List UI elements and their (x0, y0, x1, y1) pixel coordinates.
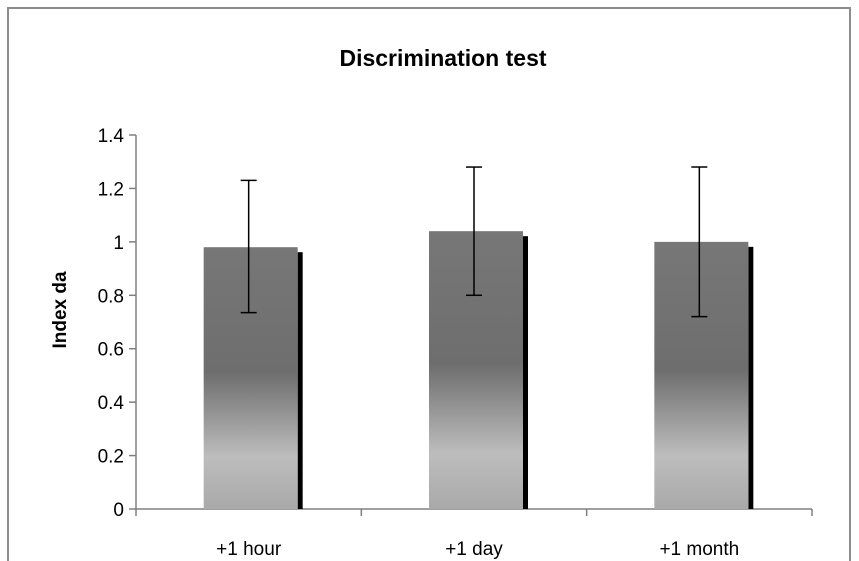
chart-frame-border (7, 7, 851, 561)
y-axis-ticks: 0 0.2 0.4 0.6 0.8 1 1.2 1.4 (98, 126, 136, 521)
x-axis-tick-labels: +1 hour +1 day +1 month (216, 539, 739, 560)
bar (429, 231, 523, 509)
bar (654, 241, 749, 509)
y-tick-label: 0.2 (98, 447, 124, 468)
y-axis-label: Index da (50, 271, 71, 349)
y-tick-label: 1.4 (98, 126, 125, 147)
bar-shadow (748, 246, 754, 509)
y-tick-label: 1 (113, 233, 124, 254)
x-tick-label: +1 hour (216, 539, 282, 560)
bar-shadow (297, 252, 303, 509)
y-tick-label: 0.6 (98, 340, 124, 361)
bar (203, 247, 298, 509)
chart-title: Discrimination test (339, 45, 546, 71)
y-tick-label: 0.4 (98, 393, 125, 414)
x-tick-label: +1 day (445, 539, 503, 560)
bar-shadow (523, 236, 528, 509)
bar-series (203, 231, 754, 509)
y-tick-label: 0 (113, 500, 124, 521)
y-tick-label: 1.2 (98, 179, 124, 200)
x-axis-ticks (135, 509, 813, 516)
error-bar-series (240, 166, 708, 318)
x-tick-label: +1 month (659, 539, 739, 560)
y-tick-label: 0.8 (98, 286, 124, 307)
